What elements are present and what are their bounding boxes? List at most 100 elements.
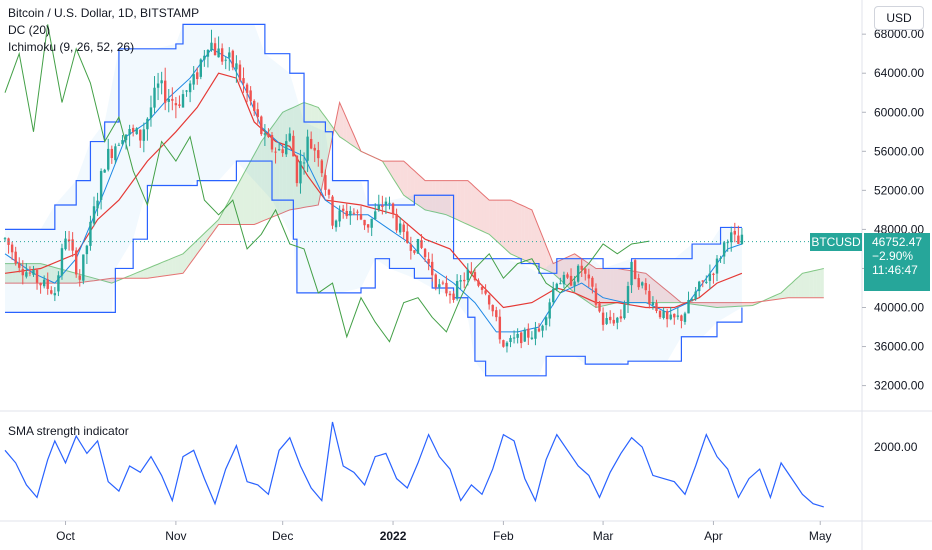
ichimoku-cloud-segment bbox=[788, 283, 792, 298]
ichimoku-cloud-segment bbox=[435, 180, 440, 214]
candle-body bbox=[224, 59, 227, 61]
candle-body bbox=[324, 175, 327, 190]
ichimoku-cloud-segment bbox=[282, 110, 287, 213]
sma-strength-label[interactable]: SMA strength indicator bbox=[8, 424, 129, 438]
candle-body bbox=[470, 271, 473, 273]
candle-body bbox=[18, 262, 21, 268]
candle-body bbox=[512, 337, 516, 339]
candle-body bbox=[665, 311, 669, 320]
ichimoku-cloud-segment bbox=[610, 268, 614, 305]
candle-body bbox=[206, 50, 210, 57]
candle-body bbox=[584, 268, 587, 274]
candle-body bbox=[164, 80, 167, 103]
y-tick-label: 64000.00 bbox=[874, 66, 924, 80]
candle-body bbox=[235, 63, 238, 70]
candle-body bbox=[534, 328, 537, 339]
candle-body bbox=[427, 258, 430, 264]
ichimoku-cloud-segment bbox=[734, 302, 739, 307]
ichimoku-cloud-segment bbox=[720, 302, 725, 308]
ichimoku-cloud-segment bbox=[781, 289, 785, 299]
ichimoku-cloud-segment bbox=[713, 302, 717, 308]
ichimoku-cloud-segment bbox=[47, 265, 52, 284]
candle-body bbox=[630, 261, 633, 286]
candle-body bbox=[160, 80, 163, 84]
ichimoku-cloud-segment bbox=[257, 141, 262, 224]
ichimoku-cloud-segment bbox=[535, 218, 539, 267]
ichimoku-cloud-segment bbox=[724, 302, 728, 308]
candle-body bbox=[242, 78, 245, 84]
candle-body bbox=[502, 340, 505, 347]
ichimoku-cloud-segment bbox=[549, 254, 554, 274]
ichimoku-cloud-segment bbox=[439, 180, 443, 214]
candle-body bbox=[555, 283, 558, 290]
ichimoku-cloud-segment bbox=[453, 180, 458, 220]
candle-body bbox=[548, 302, 551, 319]
ichimoku-cloud-segment bbox=[293, 105, 297, 210]
candle-body bbox=[302, 162, 306, 164]
candle-body bbox=[516, 334, 519, 338]
candle-body bbox=[612, 319, 615, 324]
ichimoku-cloud-segment bbox=[150, 265, 155, 278]
candle-body bbox=[566, 274, 569, 278]
candle-body bbox=[238, 64, 242, 81]
candle-body bbox=[3, 238, 7, 240]
ichimoku-cloud-segment bbox=[674, 296, 678, 303]
chikou-span-line bbox=[4, 24, 650, 343]
ichimoku-cloud-segment bbox=[250, 154, 255, 225]
ichimoku-cloud-segment bbox=[531, 209, 536, 266]
candle-body bbox=[712, 273, 715, 275]
ichimoku-cloud-segment bbox=[460, 180, 465, 223]
candle-body bbox=[413, 250, 416, 253]
candle-body bbox=[213, 43, 217, 56]
ichimoku-cloud-segment bbox=[717, 302, 721, 308]
candle-body bbox=[313, 147, 316, 151]
ichimoku-cloud-segment bbox=[517, 203, 522, 259]
candle-body bbox=[562, 274, 566, 285]
candle-body bbox=[609, 316, 612, 321]
ichimoku-cloud-segment bbox=[243, 167, 248, 225]
ichimoku-cloud-segment bbox=[660, 285, 664, 303]
candle-body bbox=[676, 315, 680, 317]
candle-body bbox=[149, 107, 153, 118]
currency-button[interactable]: USD bbox=[874, 6, 924, 30]
candle-body bbox=[217, 48, 220, 58]
ichimoku-cloud-segment bbox=[745, 302, 750, 306]
ichimoku-cloud-segment bbox=[642, 272, 646, 303]
ichimoku-cloud-segment bbox=[268, 126, 272, 219]
candle-body bbox=[71, 239, 74, 251]
y-tick-label: 52000.00 bbox=[874, 183, 924, 197]
candle-body bbox=[466, 269, 469, 280]
ichimoku-cloud-segment bbox=[72, 272, 77, 284]
candle-body bbox=[64, 238, 67, 250]
candle-body bbox=[89, 221, 92, 246]
ichimoku-cloud-segment bbox=[353, 135, 358, 149]
donchian-fill bbox=[5, 24, 742, 376]
candle-body bbox=[352, 212, 356, 214]
candle-body bbox=[520, 332, 523, 344]
ichimoku-cloud-segment bbox=[289, 107, 294, 210]
ichimoku-indicator-label[interactable]: Ichimoku (9, 26, 52, 26) bbox=[8, 40, 135, 54]
candle-body bbox=[131, 127, 135, 132]
sub-y-tick-label: 2000.00 bbox=[874, 440, 918, 454]
ichimoku-cloud-segment bbox=[407, 164, 411, 201]
ichimoku-cloud-segment bbox=[393, 161, 397, 184]
candle-body bbox=[60, 248, 64, 276]
ichimoku-cloud-segment bbox=[247, 161, 251, 225]
ichimoku-cloud-segment bbox=[450, 180, 454, 219]
ichimoku-cloud-segment bbox=[15, 263, 20, 284]
candle-body bbox=[53, 293, 57, 296]
candle-body bbox=[220, 48, 224, 62]
ichimoku-cloud-segment bbox=[136, 271, 141, 279]
ichimoku-cloud-segment bbox=[652, 279, 657, 303]
candle-body bbox=[320, 160, 324, 174]
ichimoku-cloud-segment bbox=[86, 276, 91, 282]
ichimoku-cloud-segment bbox=[731, 302, 735, 307]
ichimoku-cloud-segment bbox=[482, 193, 486, 233]
candle-body bbox=[708, 273, 712, 281]
dc-indicator-label[interactable]: DC (20) bbox=[8, 23, 51, 37]
candle-body bbox=[573, 281, 576, 286]
candle-body bbox=[527, 328, 530, 338]
candle-body bbox=[359, 214, 363, 220]
